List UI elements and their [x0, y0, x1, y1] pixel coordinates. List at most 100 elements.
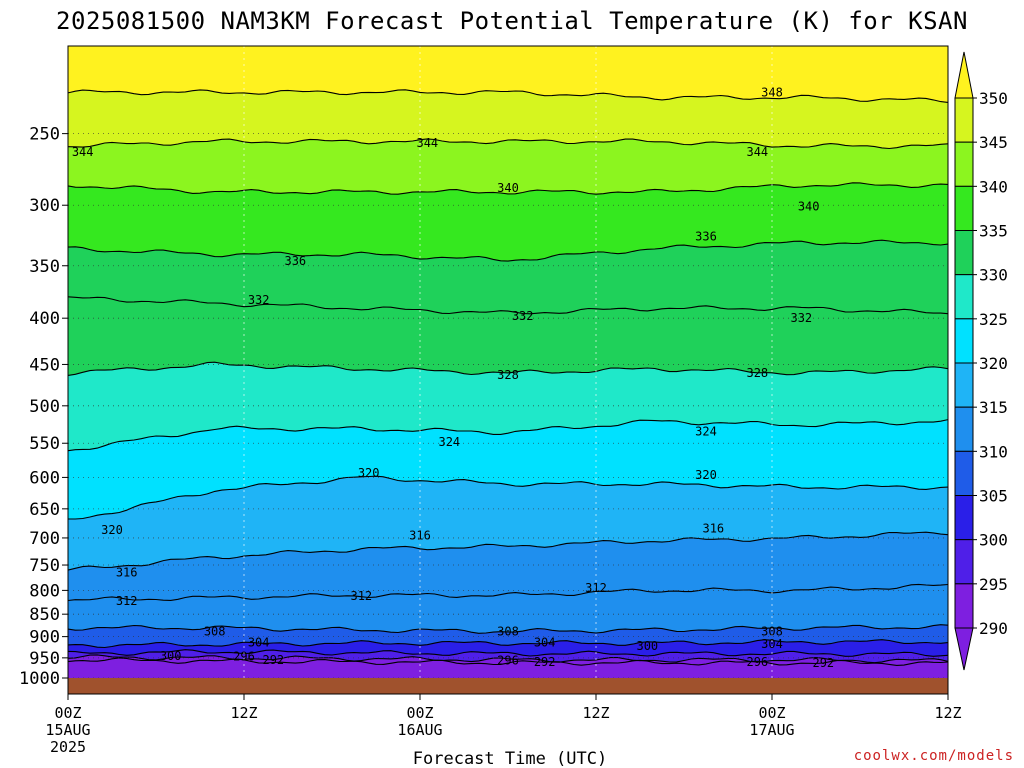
contour-label-text: 324	[438, 435, 460, 449]
x-tick-date: 16AUG	[397, 721, 442, 739]
isentrope-line	[68, 583, 948, 602]
isentrope-line	[68, 657, 948, 666]
y-tick-label: 850	[29, 605, 60, 625]
contour-label-text: 332	[790, 311, 812, 325]
contour-label: 300	[160, 649, 182, 663]
contour-labels: 344 344 344 348 340 340 336 336 332 332 332 328 328 3…	[72, 85, 834, 670]
y-tick-label: 350	[29, 257, 60, 277]
contour-label-text: 296	[497, 653, 519, 667]
colorbar-segment	[954, 97, 974, 143]
contour-label-text: 316	[409, 529, 431, 543]
x-tick-year: 2025	[50, 738, 86, 756]
contour-label: 328	[497, 368, 519, 382]
contour-label-text: 340	[497, 181, 519, 195]
isentrope-line	[68, 419, 948, 452]
contour-label-text: 320	[101, 523, 123, 537]
isentrope-line	[68, 182, 948, 195]
contour-label-text: 320	[358, 466, 380, 480]
contour-label-text: 336	[695, 230, 717, 244]
colorbar-segment	[954, 450, 974, 497]
contour-label-text: 308	[204, 624, 226, 638]
contour-label-text: 292	[534, 655, 556, 669]
contour-label: 300	[636, 639, 658, 653]
y-tick-label: 900	[29, 628, 60, 648]
colorbar-tick-label: 295	[979, 575, 1008, 594]
plot-area: 344 344 344 348 340 340 336 336 332 332 332 328 328 3…	[68, 46, 948, 678]
contour-label: 332	[512, 309, 534, 323]
contour-label-text: 324	[695, 425, 717, 439]
contour-label: 316	[116, 565, 138, 579]
contour-label: 316	[409, 529, 431, 543]
contour-label: 292	[262, 653, 284, 667]
x-tick-label: 00Z	[54, 704, 81, 722]
colorbar-segment	[954, 406, 974, 452]
y-tick-label: 300	[29, 196, 60, 216]
x-tick-label: 12Z	[934, 704, 961, 722]
contour-label: 308	[204, 624, 226, 638]
contour-label: 296	[233, 650, 255, 664]
contour-label-text: 344	[416, 136, 438, 150]
y-tick-label: 400	[29, 309, 60, 329]
contour-label-text: 348	[761, 85, 783, 99]
contour-label-text: 320	[695, 468, 717, 482]
contour-label: 324	[438, 435, 460, 449]
isentrope-line	[68, 296, 948, 315]
contour-label-text: 292	[262, 653, 284, 667]
colorbar-segment	[954, 583, 974, 629]
isentrope-line	[68, 649, 948, 657]
colorbar-tick-label: 335	[979, 222, 1008, 241]
y-tick-label: 500	[29, 397, 60, 417]
contour-label-text: 308	[761, 624, 783, 638]
contour-label-text: 332	[512, 309, 534, 323]
contour-label: 304	[248, 635, 270, 649]
plot-frame	[67, 45, 949, 695]
contour-label: 324	[695, 425, 717, 439]
x-tick-label: 00Z	[406, 704, 433, 722]
colorbar-segment	[954, 185, 974, 231]
contour-label: 312	[585, 581, 607, 595]
contour-label: 312	[350, 589, 372, 603]
colorbar-segment	[954, 362, 974, 408]
colorbar-arrow-bottom	[954, 627, 974, 671]
y-tick-label: 800	[29, 581, 60, 601]
x-tick-label: 12Z	[582, 704, 609, 722]
contour-label-text: 300	[636, 639, 658, 653]
y-tick-label: 700	[29, 529, 60, 549]
colorbar-segment	[954, 318, 974, 364]
contour-label: 328	[746, 366, 768, 380]
colorbar-segment	[954, 274, 974, 320]
contour-label: 304	[534, 635, 556, 649]
watermark: coolwx.com/models	[854, 748, 1014, 764]
contour-label: 308	[497, 624, 519, 638]
contour-label: 340	[497, 181, 519, 195]
colorbar-tick-label: 325	[979, 310, 1008, 329]
y-tick-label: 250	[29, 125, 60, 145]
contour-label: 336	[695, 230, 717, 244]
ground-surface	[68, 678, 948, 694]
contour-label: 344	[746, 145, 768, 159]
y-tick-label: 600	[29, 468, 60, 488]
contour-label-text: 300	[160, 649, 182, 663]
x-tick-label: 00Z	[758, 704, 785, 722]
x-tick-label: 12Z	[230, 704, 257, 722]
colorbar-tick-label: 300	[979, 531, 1008, 550]
contour-label: 296	[746, 655, 768, 669]
contour-label: 332	[248, 293, 270, 307]
colorbar-tick-label: 310	[979, 442, 1008, 461]
y-tick-label: 750	[29, 556, 60, 576]
grid-lines	[68, 46, 948, 678]
contour-label: 296	[497, 653, 519, 667]
y-tick-label: 650	[29, 500, 60, 520]
contour-label-text: 304	[248, 635, 270, 649]
y-tick-label: 1000	[19, 669, 60, 689]
isentrope-line	[68, 531, 948, 571]
contour-label: 336	[284, 254, 306, 268]
contour-label-text: 312	[350, 589, 372, 603]
isentrope-line	[68, 361, 948, 376]
contour-label-text: 328	[746, 366, 768, 380]
colorbar-tick-label: 315	[979, 398, 1008, 417]
x-tick-date: 15AUG	[45, 721, 90, 739]
contour-label-text: 344	[72, 145, 94, 159]
